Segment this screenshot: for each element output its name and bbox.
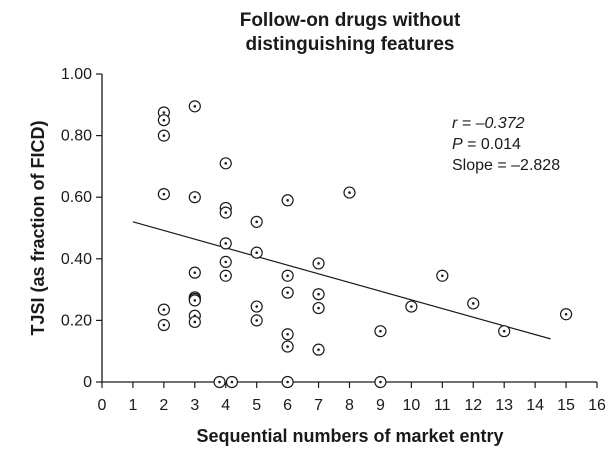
data-point-center bbox=[255, 220, 258, 224]
x-tick-label: 15 bbox=[557, 397, 575, 414]
x-tick-label: 10 bbox=[402, 397, 420, 414]
data-point-center bbox=[410, 305, 413, 308]
y-tick-label: 0.80 bbox=[61, 128, 92, 145]
data-point-center bbox=[317, 262, 320, 265]
data-point-center bbox=[193, 195, 197, 199]
x-tick-label: 4 bbox=[221, 397, 230, 414]
data-point-center bbox=[162, 111, 166, 114]
x-tick-label: 3 bbox=[190, 397, 199, 414]
chart-title-line-1: Follow-on drugs without bbox=[240, 10, 461, 31]
data-point-center bbox=[255, 305, 258, 308]
data-point-center bbox=[286, 291, 289, 294]
data-point-center bbox=[471, 302, 475, 305]
data-point-center bbox=[286, 332, 289, 336]
data-point-center bbox=[348, 191, 351, 194]
y-axis-label: TJSI (as fraction of FICD) bbox=[28, 120, 48, 335]
data-point-center bbox=[286, 274, 289, 278]
data-point-center bbox=[255, 319, 258, 322]
data-point-center bbox=[162, 118, 166, 122]
stat-r-value: = –0.372 bbox=[457, 115, 524, 132]
stat-r: r = –0.372 bbox=[452, 115, 525, 132]
data-point-center bbox=[224, 260, 228, 264]
data-point-center bbox=[162, 323, 166, 327]
data-point-center bbox=[193, 299, 197, 302]
y-tick-label: 1.00 bbox=[61, 66, 92, 83]
data-point-center bbox=[564, 312, 568, 316]
data-point-center bbox=[230, 380, 234, 384]
data-point-center bbox=[162, 134, 166, 137]
x-tick-label: 7 bbox=[314, 397, 323, 414]
data-point-center bbox=[193, 271, 197, 274]
data-point-center bbox=[193, 320, 197, 324]
x-tick-label: 16 bbox=[588, 397, 606, 414]
x-tick-label: 8 bbox=[345, 397, 354, 414]
data-point-center bbox=[379, 380, 382, 384]
data-point-center bbox=[162, 192, 166, 196]
stat-p-label: P bbox=[452, 136, 463, 153]
data-point-center bbox=[286, 380, 289, 384]
data-point-center bbox=[441, 274, 444, 278]
y-tick-label: 0.20 bbox=[61, 312, 92, 329]
x-tick-label: 13 bbox=[495, 397, 513, 414]
x-tick-label: 5 bbox=[252, 397, 261, 414]
data-point-center bbox=[255, 251, 258, 254]
data-point-center bbox=[218, 380, 221, 384]
data-point-center bbox=[193, 105, 197, 108]
data-point-center bbox=[286, 345, 289, 348]
data-point-center bbox=[317, 306, 320, 310]
stat-r-label: r bbox=[452, 115, 458, 132]
chart-title-line-2: distinguishing features bbox=[245, 34, 454, 55]
x-tick-label: 12 bbox=[464, 397, 482, 414]
data-point-center bbox=[317, 348, 320, 351]
stat-slope: Slope = –2.828 bbox=[452, 157, 560, 174]
x-tick-label: 6 bbox=[283, 397, 292, 414]
y-tick-label: 0.60 bbox=[61, 189, 92, 206]
x-axis-label: Sequential numbers of market entry bbox=[196, 426, 503, 446]
data-point-center bbox=[379, 329, 382, 333]
x-tick-label: 1 bbox=[128, 397, 137, 414]
data-point-center bbox=[224, 211, 228, 214]
y-tick-label: 0 bbox=[83, 374, 92, 391]
data-point-center bbox=[317, 292, 320, 296]
stat-p: P = 0.014 bbox=[452, 136, 521, 153]
stat-p-value: = 0.014 bbox=[463, 136, 521, 153]
data-point-center bbox=[224, 274, 228, 278]
data-point-center bbox=[224, 162, 228, 165]
data-point-center bbox=[162, 308, 166, 311]
data-point-center bbox=[286, 198, 289, 202]
plot-area: 00.200.400.600.801.000 1 2 3 4 5 6 7 8 9 10 11 12 13 1… bbox=[61, 66, 606, 414]
x-tick-label: 0 bbox=[98, 397, 107, 414]
regression-line bbox=[132, 221, 551, 340]
data-point-center bbox=[502, 329, 506, 333]
x-tick-label: 9 bbox=[376, 397, 385, 414]
data-point-center bbox=[224, 242, 228, 245]
x-tick-label: 2 bbox=[159, 397, 168, 414]
y-tick-label: 0.40 bbox=[61, 251, 92, 268]
x-tick-label: 11 bbox=[434, 397, 451, 414]
x-tick-label: 14 bbox=[526, 397, 544, 414]
